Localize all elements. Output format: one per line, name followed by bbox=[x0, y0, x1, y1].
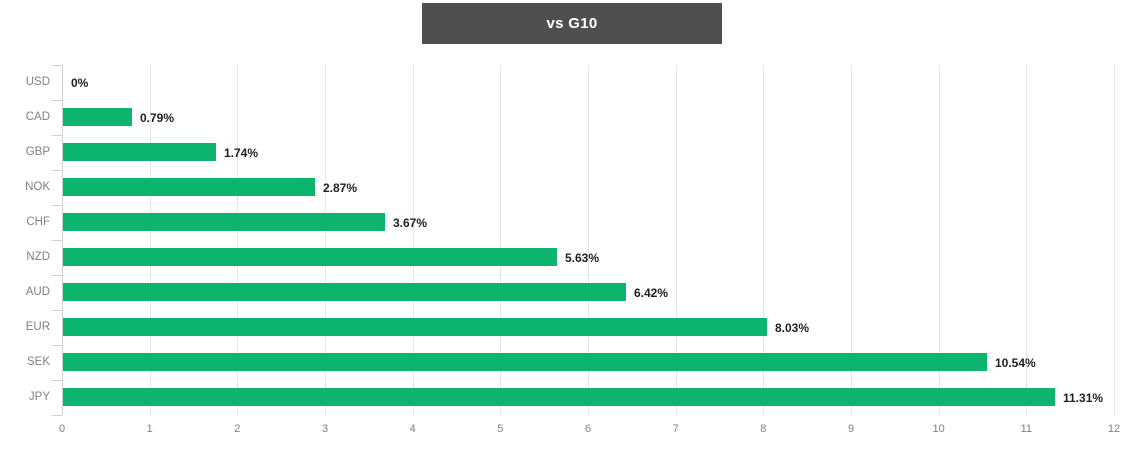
value-label-gbp: 1.74% bbox=[224, 146, 259, 160]
value-label-jpy: 11.31% bbox=[1063, 391, 1104, 405]
x-tick-label: 11 bbox=[1020, 423, 1033, 435]
gridline bbox=[237, 65, 239, 415]
x-tick-label: 6 bbox=[584, 423, 592, 435]
y-axis-tick bbox=[52, 310, 62, 311]
gridline bbox=[763, 65, 765, 415]
category-label-aud: AUD bbox=[25, 286, 50, 298]
x-tick-label: 3 bbox=[321, 423, 329, 435]
chart-title: vs G10 bbox=[546, 15, 598, 32]
gridline bbox=[412, 65, 414, 415]
bar-cad[interactable] bbox=[63, 108, 132, 126]
x-tick-label: 10 bbox=[932, 423, 945, 435]
x-tick-label: 7 bbox=[672, 423, 679, 435]
category-label-jpy: JPY bbox=[28, 391, 50, 403]
x-tick-label: 1 bbox=[146, 423, 153, 435]
y-axis-tick bbox=[52, 380, 62, 381]
bar-eur[interactable] bbox=[63, 318, 767, 336]
gridline bbox=[1114, 65, 1115, 415]
bar-sek[interactable] bbox=[63, 353, 987, 371]
category-label-gbp: GBP bbox=[25, 146, 50, 158]
value-label-nok: 2.87% bbox=[323, 181, 358, 195]
gridline bbox=[675, 65, 677, 415]
bar-nzd[interactable] bbox=[63, 248, 557, 266]
category-label-cad: CAD bbox=[25, 111, 50, 123]
value-label-eur: 8.03% bbox=[775, 321, 810, 335]
y-axis-tick bbox=[52, 65, 62, 66]
bar-jpy[interactable] bbox=[63, 388, 1055, 406]
bar-chf[interactable] bbox=[63, 213, 385, 231]
y-axis-tick bbox=[52, 345, 62, 346]
y-axis-tick bbox=[52, 135, 62, 136]
value-label-chf: 3.67% bbox=[393, 216, 428, 230]
category-label-usd: USD bbox=[25, 76, 50, 88]
x-tick-label: 4 bbox=[409, 423, 416, 435]
y-axis-tick bbox=[52, 170, 62, 171]
x-tick-label: 2 bbox=[234, 423, 241, 435]
value-label-aud: 6.42% bbox=[634, 286, 669, 300]
gridline bbox=[149, 65, 151, 415]
y-axis-tick bbox=[52, 100, 62, 101]
x-tick-label: 12 bbox=[1107, 423, 1121, 435]
gridline bbox=[938, 65, 940, 415]
value-label-sek: 10.54% bbox=[995, 356, 1036, 370]
category-label-sek: SEK bbox=[26, 356, 50, 368]
bar-gbp[interactable] bbox=[63, 143, 216, 161]
category-label-chf: CHF bbox=[26, 216, 50, 228]
y-axis-line bbox=[62, 65, 63, 415]
x-tick-label: 8 bbox=[760, 423, 767, 435]
x-tick-label: 9 bbox=[847, 423, 855, 435]
bar-nok[interactable] bbox=[63, 178, 315, 196]
gridline bbox=[500, 65, 502, 415]
y-axis-tick bbox=[52, 205, 62, 206]
y-axis-tick bbox=[52, 415, 62, 416]
x-tick-label: 0 bbox=[58, 423, 66, 435]
category-label-nok: NOK bbox=[25, 181, 50, 193]
value-label-usd: 0% bbox=[71, 76, 89, 90]
gridline bbox=[588, 65, 589, 415]
gridline bbox=[851, 65, 852, 415]
gridline bbox=[1026, 65, 1028, 415]
y-axis-tick bbox=[52, 240, 62, 241]
y-axis-tick bbox=[52, 275, 62, 276]
chart-title-box: vs G10 bbox=[422, 3, 722, 44]
value-label-cad: 0.79% bbox=[140, 111, 175, 125]
gridline bbox=[325, 65, 326, 415]
bar-aud[interactable] bbox=[63, 283, 626, 301]
category-label-eur: EUR bbox=[25, 321, 50, 333]
category-label-nzd: NZD bbox=[26, 251, 50, 263]
x-tick-label: 5 bbox=[497, 423, 504, 435]
value-label-nzd: 5.63% bbox=[565, 251, 600, 265]
